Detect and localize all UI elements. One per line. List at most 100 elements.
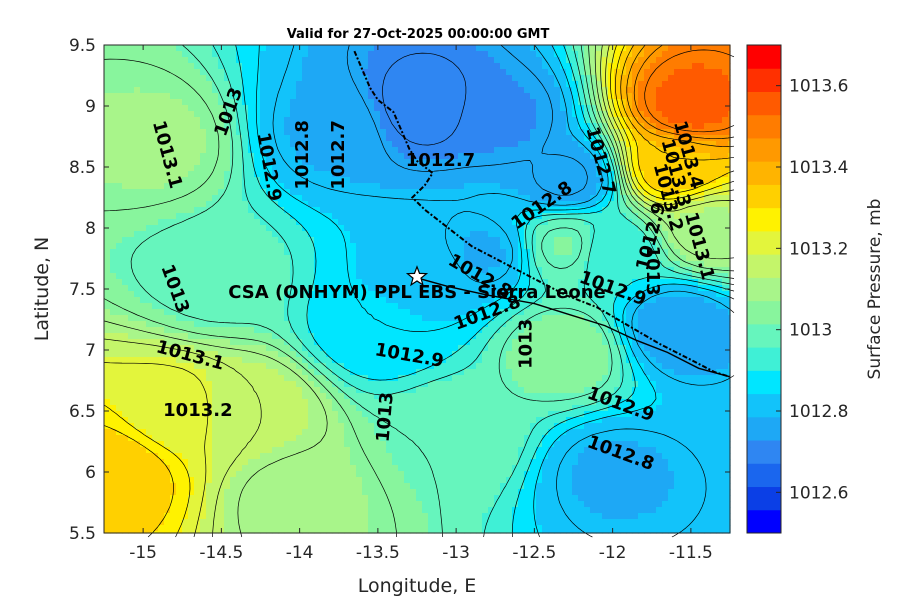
field-cell [242,117,249,124]
field-cell [674,171,681,178]
field-cell [296,261,303,268]
field-cell [284,171,291,178]
field-cell [710,51,717,58]
field-cell [518,147,525,154]
field-cell [620,165,627,172]
field-cell [272,159,279,166]
field-cell [410,291,417,298]
field-cell [218,225,225,232]
field-cell [386,309,393,316]
field-cell [356,165,363,172]
field-cell [476,297,483,304]
field-cell [566,213,573,220]
field-cell [626,135,633,142]
field-cell [530,87,537,94]
field-cell [596,303,603,310]
field-cell [608,117,615,124]
field-cell [446,81,453,88]
field-cell [470,105,477,112]
field-cell [314,171,321,178]
field-cell [164,261,171,268]
field-cell [482,45,489,52]
field-cell [116,261,123,268]
field-cell [122,309,129,316]
field-cell [626,45,633,52]
field-cell [536,261,543,268]
field-cell [182,153,189,160]
field-cell [416,75,423,82]
field-cell [314,141,321,148]
field-cell [560,285,567,292]
field-cell [260,123,267,130]
field-cell [266,201,273,208]
field-cell [140,189,147,196]
field-cell [248,267,255,274]
field-cell [482,153,489,160]
field-cell [386,75,393,82]
field-cell [188,183,195,190]
field-cell [596,93,603,100]
field-cell [470,57,477,64]
field-cell [158,225,165,232]
field-cell [398,195,405,202]
field-cell [278,273,285,280]
field-cell [182,279,189,286]
field-cell [350,159,357,166]
field-cell [254,231,261,238]
field-cell [620,255,627,262]
field-cell [578,267,585,274]
field-cell [548,93,555,100]
field-cell [242,129,249,136]
field-cell [110,201,117,208]
field-cell [542,279,549,286]
field-cell [596,51,603,58]
field-cell [506,255,513,262]
field-cell [182,129,189,136]
field-cell [332,177,339,184]
field-cell [116,225,123,232]
field-cell [440,303,447,310]
field-cell [560,231,567,238]
field-cell [116,177,123,184]
field-cell [494,117,501,124]
field-cell [182,183,189,190]
field-cell [704,177,711,184]
field-cell [200,111,207,118]
field-cell [356,117,363,124]
field-cell [596,81,603,88]
field-cell [164,291,171,298]
field-cell [116,237,123,244]
field-cell [728,309,731,316]
field-cell [374,153,381,160]
field-cell [314,69,321,76]
field-cell [524,171,531,178]
field-cell [350,63,357,70]
field-cell [260,267,267,274]
field-cell [242,255,249,262]
field-cell [434,219,441,226]
field-cell [566,291,573,298]
field-cell [188,171,195,178]
field-cell [134,87,141,94]
field-cell [110,303,117,310]
field-cell [416,93,423,100]
field-cell [104,147,111,154]
field-cell [560,141,567,148]
field-cell [236,165,243,172]
field-cell [302,285,309,292]
field-cell [380,111,387,118]
field-cell [674,75,681,82]
field-cell [404,291,411,298]
field-cell [704,171,711,178]
field-cell [674,285,681,292]
field-cell [284,87,291,94]
field-cell [236,321,243,328]
field-cell [350,267,357,274]
field-cell [116,201,123,208]
field-cell [536,51,543,58]
field-cell [212,51,219,58]
field-cell [128,135,135,142]
field-cell [614,243,621,250]
field-cell [494,177,501,184]
